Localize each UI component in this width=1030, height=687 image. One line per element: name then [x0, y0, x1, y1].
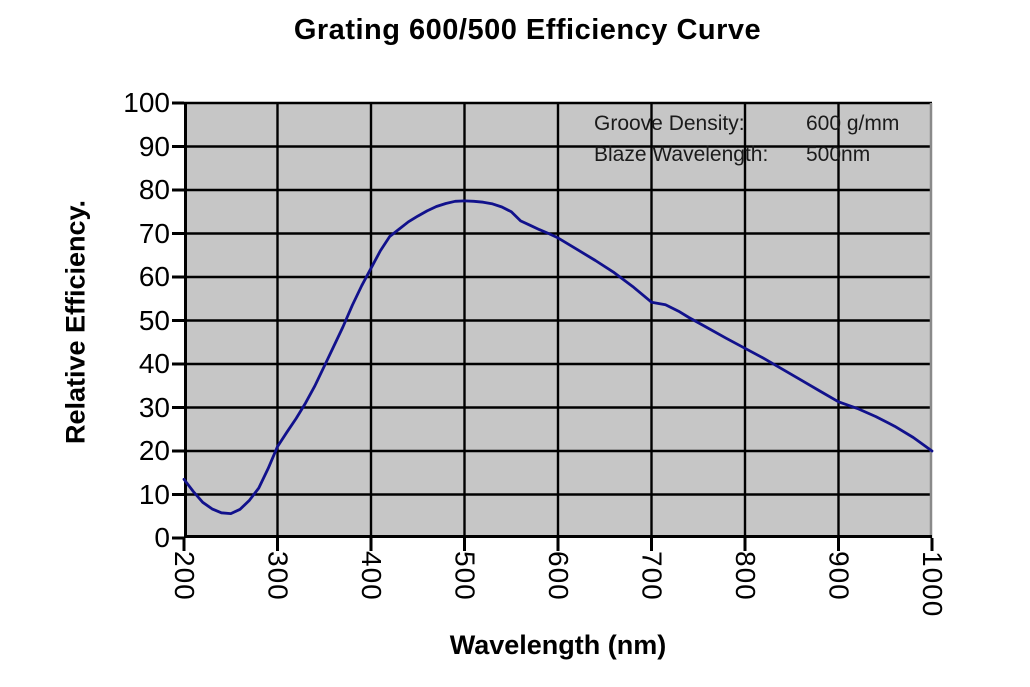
plot-canvas [172, 101, 934, 551]
x-tick-label: 900 [823, 551, 855, 601]
x-tick-label: 700 [636, 551, 668, 601]
groove-density-label: Groove Density: [594, 112, 745, 135]
y-tick-label: 80 [138, 174, 170, 205]
plot-area: Groove Density: 600 g/mm Blaze Wavelengt… [172, 101, 934, 551]
y-tick-label: 30 [138, 391, 170, 423]
x-tick-label: 800 [730, 551, 761, 601]
x-tick-label: 300 [262, 551, 294, 601]
y-tick-label: 60 [138, 261, 170, 292]
blaze-wavelength-value: 500nm [806, 143, 871, 166]
blaze-wavelength-label: Blaze Wavelength: [594, 143, 769, 166]
groove-density-value: 600 g/mm [806, 112, 900, 135]
x-tick-label: 400 [356, 551, 387, 601]
x-axis-title: Wavelength (nm) [449, 630, 667, 660]
chart-title: Grating 600/500 Efficiency Curve [293, 14, 762, 46]
y-tick-label: 20 [138, 435, 170, 466]
efficiency-curve [182, 199, 934, 516]
groove-density-row: Groove Density: 600 g/mm [594, 108, 930, 139]
x-axis-tick-labels: 200 300 400 500 600 700 800 900 1000 [169, 551, 948, 636]
x-tick-label: 1000 [917, 551, 948, 618]
blaze-wavelength-row: Blaze Wavelength: 500nm [594, 139, 930, 170]
x-tick-label: 500 [449, 551, 481, 601]
y-tick-label: 70 [138, 217, 170, 249]
y-tick-label: 50 [138, 304, 170, 336]
x-tick-label: 600 [543, 551, 574, 601]
y-tick-label: 100 [123, 87, 170, 118]
x-tick-label: 200 [169, 551, 200, 601]
y-tick-label: 90 [138, 130, 170, 162]
y-tick-label: 40 [138, 348, 170, 379]
y-axis-tick-labels: 0 10 20 30 40 50 60 70 80 90 100 [60, 0, 170, 687]
y-tick-label: 0 [154, 522, 170, 553]
y-tick-label: 10 [138, 478, 170, 510]
annotation-box: Groove Density: 600 g/mm Blaze Wavelengt… [594, 108, 930, 170]
